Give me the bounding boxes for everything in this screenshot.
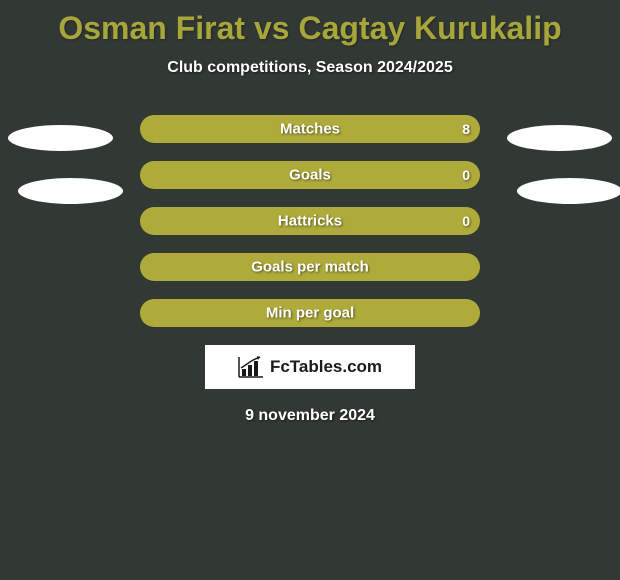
date-text: 9 november 2024 [0,407,620,425]
stat-bar: Goals 0 [140,161,480,189]
stat-bar: Hattricks 0 [140,207,480,235]
stat-bar-left [140,161,310,189]
player-left-blob-1 [8,125,113,151]
stats-bars: Matches 8 Goals 0 Hattricks 0 Goals per match M… [140,115,480,327]
subtitle: Club competitions, Season 2024/2025 [0,59,620,77]
player-right-blob-2 [517,178,620,204]
logo-box: FcTables.com [205,345,415,389]
stat-bar: Min per goal [140,299,480,327]
stat-bar-right-value: 0 [462,167,470,183]
stat-bar-label: Hattricks [278,213,342,230]
comparison-card: Osman Firat vs Cagtay Kurukalip Club com… [0,0,620,580]
logo-text: FcTables.com [270,357,382,377]
player-right-blob-1 [507,125,612,151]
stat-bar-label: Matches [280,121,340,138]
stat-bar: Matches 8 [140,115,480,143]
stat-bar-right [310,161,480,189]
chart-icon [238,356,264,378]
stat-bar-label: Goals per match [251,259,369,276]
stat-bar-label: Goals [289,167,331,184]
stat-bar-right-value: 8 [462,121,470,137]
player-left-blob-2 [18,178,123,204]
stat-bar-label: Min per goal [266,305,354,322]
page-title: Osman Firat vs Cagtay Kurukalip [0,0,620,47]
stat-bar: Goals per match [140,253,480,281]
stat-bar-right-value: 0 [462,213,470,229]
